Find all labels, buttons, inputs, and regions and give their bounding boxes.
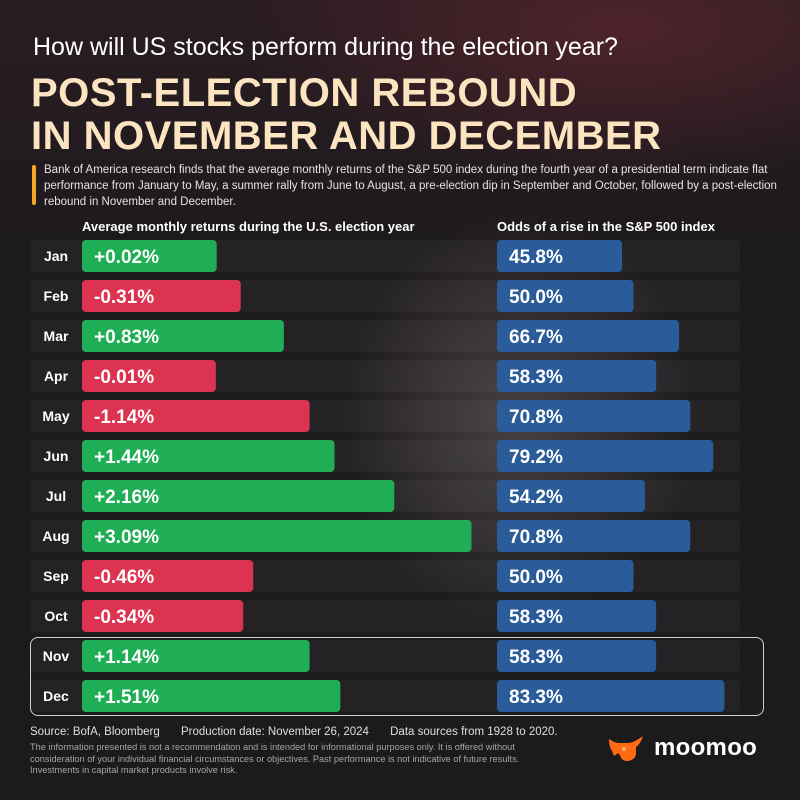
return-value-label: +1.51% (94, 687, 159, 708)
source-text: Source: BofA, Bloomberg (30, 726, 160, 738)
odds-bar (497, 480, 645, 512)
month-label: Jun (44, 448, 69, 464)
odds-value-label: 54.2% (509, 487, 563, 508)
odds-bar (497, 680, 725, 712)
return-value-label: -0.34% (94, 607, 154, 628)
odds-value-label: 58.3% (509, 647, 563, 668)
month-label: Sep (43, 568, 69, 584)
return-value-label: +0.02% (94, 247, 159, 268)
brand-name: moomoo (654, 734, 758, 761)
return-bar (82, 640, 310, 672)
data-sources-text: Data sources from 1928 to 2020. (390, 726, 558, 738)
month-label: Jan (44, 248, 68, 264)
return-value-label: +1.44% (94, 447, 159, 468)
return-value-label: -1.14% (94, 407, 154, 428)
return-value-label: +0.83% (94, 327, 159, 348)
return-bar (82, 320, 284, 352)
return-bar (82, 600, 244, 632)
odds-bar (497, 280, 634, 312)
month-label: Mar (44, 328, 69, 344)
description-text: Bank of America research finds that the … (44, 164, 777, 208)
return-value-label: -0.01% (94, 367, 154, 388)
return-bar (82, 400, 310, 432)
return-bar (82, 240, 217, 272)
odds-bar (497, 320, 680, 352)
disclaimer-text: The information presented is not a recom… (30, 742, 520, 775)
odds-bar (497, 400, 691, 432)
return-bar (82, 480, 395, 512)
odds-bar (497, 600, 657, 632)
odds-value-label: 50.0% (509, 567, 563, 588)
odds-value-label: 70.8% (509, 407, 563, 428)
brand-logo: moomoo (606, 733, 757, 763)
month-label: Feb (44, 288, 69, 304)
odds-bar (497, 360, 657, 392)
description-accent-bar (32, 165, 36, 205)
footer: Source: BofA, Bloomberg Production date:… (30, 726, 576, 738)
odds-value-label: 79.2% (509, 447, 563, 468)
odds-column-title: Odds of a rise in the S&P 500 index (497, 219, 715, 234)
return-bar (82, 280, 241, 312)
odds-bar (497, 640, 657, 672)
return-value-label: -0.46% (94, 567, 154, 588)
page-subtitle: How will US stocks perform during the el… (33, 33, 618, 61)
odds-bar (497, 560, 634, 592)
return-value-label: +2.16% (94, 487, 159, 508)
odds-value-label: 70.8% (509, 527, 563, 548)
odds-value-label: 83.3% (509, 687, 563, 708)
odds-bar (497, 440, 714, 472)
return-value-label: -0.31% (94, 287, 154, 308)
return-bar (82, 520, 472, 552)
page-title: POST-ELECTION REBOUND IN NOVEMBER AND DE… (31, 72, 662, 158)
title-line-1: POST-ELECTION REBOUND (31, 71, 578, 115)
month-label: Dec (43, 688, 69, 704)
odds-bar (497, 520, 691, 552)
odds-value-label: 50.0% (509, 287, 563, 308)
month-label: Jul (46, 488, 66, 504)
return-bar (82, 560, 254, 592)
title-line-2: IN NOVEMBER AND DECEMBER (31, 114, 662, 158)
month-label: Apr (44, 368, 69, 384)
month-label: Nov (43, 648, 70, 664)
month-label: May (42, 408, 69, 424)
moomoo-bull-icon (609, 736, 643, 761)
odds-bar (497, 240, 623, 272)
production-date-text: Production date: November 26, 2024 (180, 726, 369, 738)
odds-value-label: 66.7% (509, 327, 563, 348)
return-bar (82, 440, 335, 472)
month-label: Aug (42, 528, 69, 544)
return-value-label: +1.14% (94, 647, 159, 668)
odds-value-label: 45.8% (509, 247, 563, 268)
return-value-label: +3.09% (94, 527, 159, 548)
return-bar (82, 360, 216, 392)
month-label: Oct (44, 608, 68, 624)
nov-dec-highlight-box (30, 637, 764, 716)
odds-value-label: 58.3% (509, 367, 563, 388)
odds-value-label: 58.3% (509, 607, 563, 628)
return-bar (82, 680, 341, 712)
returns-column-title: Average monthly returns during the U.S. … (82, 219, 415, 234)
